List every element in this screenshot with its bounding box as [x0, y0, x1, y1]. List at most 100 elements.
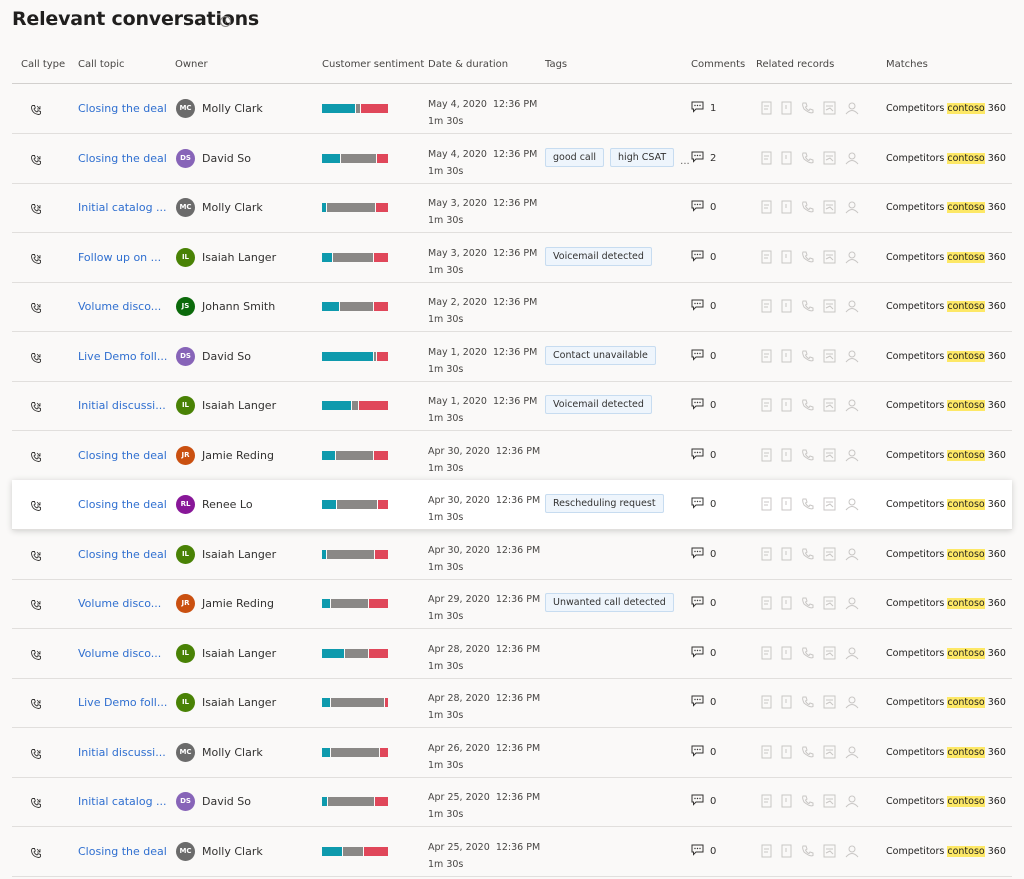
column-header: Matches [886, 59, 928, 70]
table-row[interactable]: Volume disco... JR Jamie Reding Apr 29, 202… [12, 579, 1012, 629]
table-row[interactable]: Initial discussi... IL Isaiah Langer May 1,… [12, 381, 1012, 431]
comment-icon [691, 547, 704, 562]
call-topic-link[interactable]: Follow up on ... [78, 250, 162, 264]
table-row[interactable]: Initial catalog ... MC Molly Clark May 3, 2… [12, 183, 1012, 233]
sentiment-segment [322, 302, 339, 311]
call-topic-link[interactable]: Live Demo foll... [78, 349, 168, 363]
comments[interactable]: 0 [691, 794, 716, 809]
comments[interactable]: 0 [691, 844, 716, 859]
duration: 1m 30s [428, 660, 464, 672]
call-topic-link[interactable]: Initial discussi... [78, 399, 166, 412]
call-topic-link[interactable]: Volume disco... [78, 300, 162, 313]
call-topic-link[interactable]: Initial catalog ... [78, 201, 167, 214]
tag[interactable]: Contact unavailable [545, 345, 656, 365]
call-type-icon [30, 101, 42, 120]
call-topic-link[interactable]: Closing the deal [78, 498, 167, 511]
comments[interactable]: 0 [691, 200, 716, 215]
owner-avatar: MC [176, 198, 195, 217]
tag[interactable]: Voicemail detected [545, 395, 652, 414]
sentiment-segment [373, 252, 388, 262]
tags-overflow[interactable]: ... [680, 155, 690, 167]
call-topic-link[interactable]: Closing the deal [78, 448, 167, 462]
sentiment-segment [345, 648, 368, 658]
date-duration: Apr 25, 2020 12:36 PM 1m 30s [428, 789, 540, 823]
related-records [760, 447, 860, 467]
tag[interactable]: Unwanted call detected [545, 593, 674, 612]
date-line: Apr 25, 2020 12:36 PM [428, 789, 540, 806]
match-keyword: contoso [947, 499, 985, 510]
comments[interactable]: 0 [691, 745, 716, 760]
column-header: Call topic [78, 59, 125, 70]
page-title: Relevant conversations [12, 8, 260, 30]
tag[interactable]: Rescheduling request [545, 494, 664, 513]
comment-icon [691, 200, 704, 215]
comments[interactable]: 0 [691, 646, 716, 661]
sentiment-segment [369, 599, 388, 608]
call-topic-link[interactable]: Volume disco... [78, 646, 162, 660]
date: Apr 26, 2020 [428, 742, 490, 754]
call-topic-link[interactable]: Closing the deal [78, 151, 167, 165]
table-row[interactable]: Live Demo foll... DS David So May 1, 2020 1… [12, 332, 1012, 382]
table-row[interactable]: Closing the deal JR Jamie Reding Apr 30, 20… [12, 431, 1012, 481]
tag[interactable]: Voicemail detected [545, 246, 652, 266]
comment-count: 0 [710, 796, 717, 807]
comments[interactable]: 0 [691, 299, 716, 314]
table-row[interactable]: Volume disco... JS Johann Smith May 2, 2020… [12, 282, 1012, 332]
date-duration: May 3, 2020 12:36 PM 1m 30s [428, 245, 537, 279]
match-label: Competitors [886, 598, 945, 609]
table-row[interactable]: Closing the deal RL Renee Lo Apr 30, 2020 1… [12, 480, 1012, 530]
sentiment-segment [380, 747, 388, 757]
tag[interactable]: good call [545, 147, 605, 167]
date-duration: Apr 30, 2020 12:36 PM 1m 30s [428, 443, 540, 477]
sentiment-segment [322, 500, 337, 509]
date-line: Apr 26, 2020 12:36 PM [428, 740, 540, 757]
sentiment-bar [322, 747, 388, 757]
call-topic-link[interactable]: Closing the deal [78, 102, 167, 115]
call-topic-link[interactable]: Volume disco... [78, 597, 162, 610]
matches: Competitors contoso 360 [886, 350, 1006, 362]
comments[interactable]: 0 [691, 398, 716, 413]
call-type-icon [30, 349, 42, 368]
table-row[interactable]: Closing the deal MC Molly Clark Apr 25, 202… [12, 827, 1012, 877]
call-topic-link[interactable]: Live Demo foll... [78, 696, 168, 709]
tags: Voicemail detected [545, 246, 652, 266]
comments[interactable]: 0 [691, 349, 716, 364]
time: 12:36 PM [495, 594, 541, 605]
match-label: Competitors [886, 251, 945, 263]
call-topic-link[interactable]: Initial discussi... [78, 745, 166, 759]
sentiment-bar [322, 797, 388, 806]
call-topic-link[interactable]: Closing the deal [78, 547, 167, 561]
comment-count: 0 [710, 845, 717, 857]
sentiment-bar [322, 450, 388, 460]
table-row[interactable]: Initial catalog ... DS David So Apr 25, 202… [12, 777, 1012, 827]
tag[interactable]: high CSAT [610, 147, 675, 167]
sentiment-bar [322, 549, 388, 559]
comments[interactable]: 2 [691, 151, 716, 166]
sentiment-segment [337, 500, 377, 509]
date: Apr 30, 2020 [428, 544, 490, 556]
table-row[interactable]: Volume disco... IL Isaiah Langer Apr 28, 20… [12, 629, 1012, 679]
table-row[interactable]: Follow up on ... IL Isaiah Langer May 3, 20… [12, 233, 1012, 283]
matches: Competitors contoso 360 [886, 598, 1006, 609]
comments[interactable]: 0 [691, 547, 716, 562]
comments[interactable]: 0 [691, 695, 716, 710]
matches: Competitors contoso 360 [886, 301, 1006, 312]
table-row[interactable]: Closing the deal IL Isaiah Langer Apr 30, 2… [12, 530, 1012, 580]
call-topic-link[interactable]: Initial catalog ... [78, 795, 167, 808]
table-row[interactable]: Closing the deal DS David So May 4, 2020 12… [12, 134, 1012, 184]
comments[interactable]: 0 [691, 250, 716, 265]
comments[interactable]: 0 [691, 596, 716, 611]
comments[interactable]: 0 [691, 497, 716, 512]
info-icon[interactable]: i [220, 16, 231, 27]
table-row[interactable]: Closing the deal MC Molly Clark May 4, 2020… [12, 84, 1012, 134]
table-row[interactable]: Live Demo foll... IL Isaiah Langer Apr 28, … [12, 678, 1012, 728]
comments[interactable]: 1 [691, 101, 716, 116]
table-row[interactable]: Initial discussi... MC Molly Clark Apr 26, … [12, 728, 1012, 778]
sentiment-segment [330, 698, 385, 707]
owner-name: Molly Clark [202, 102, 263, 115]
call-topic-link[interactable]: Closing the deal [78, 844, 167, 858]
date-line: May 1, 2020 12:36 PM [428, 393, 537, 410]
comments[interactable]: 0 [691, 448, 716, 463]
comment-icon [691, 349, 704, 364]
